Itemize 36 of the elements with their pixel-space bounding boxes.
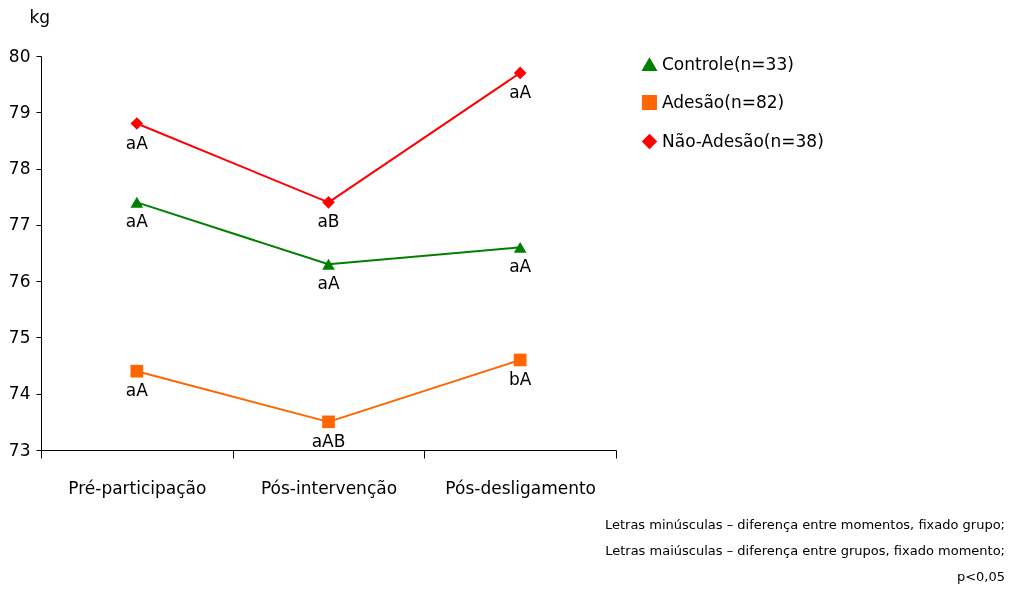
y-tick-label: 80 — [8, 45, 31, 66]
point — [513, 66, 527, 80]
legend-label: Adesão(n=82) — [662, 91, 785, 112]
y-tick-label: 78 — [8, 158, 31, 179]
point — [322, 258, 335, 270]
x-tick-label: Pós-desligamento — [445, 477, 596, 498]
data-label: aA — [125, 380, 149, 401]
data-label: aA — [509, 256, 532, 277]
y-tick-label: 77 — [8, 214, 31, 235]
y-tick-label: 73 — [8, 439, 31, 460]
point — [513, 353, 527, 367]
data-label: aB — [317, 211, 340, 232]
y-axis-title: kg — [29, 6, 51, 27]
point — [130, 117, 144, 130]
data-label: aA — [509, 81, 532, 102]
point — [322, 196, 335, 209]
text: p<0,05 — [955, 568, 1005, 586]
legend-label: Não-Adesão(n=38) — [662, 130, 824, 151]
point — [322, 415, 335, 429]
point — [130, 196, 144, 208]
data-label: aA — [125, 211, 149, 232]
y-tick-label: 75 — [8, 326, 31, 347]
data-label: aA — [125, 132, 149, 153]
y-tick-label: 76 — [8, 270, 31, 291]
data-label: aA — [317, 273, 340, 294]
legend-label: Controle(n=33) — [662, 53, 794, 74]
data-label: bA — [508, 368, 532, 389]
data-label: aAB — [311, 430, 346, 451]
y-tick-label: 74 — [8, 383, 31, 404]
x-tick-label: Pré-participação — [68, 477, 207, 498]
point — [513, 241, 527, 253]
point — [130, 364, 144, 378]
text: Letras minúsculas – diferença entre momentos, fixado grupo; — [604, 516, 1005, 534]
y-tick-label: 79 — [8, 101, 31, 122]
text: Letras maiúsculas – diferença entre grupos, fixado momento; — [604, 542, 1005, 560]
x-tick-label: Pós-intervenção — [260, 477, 398, 498]
